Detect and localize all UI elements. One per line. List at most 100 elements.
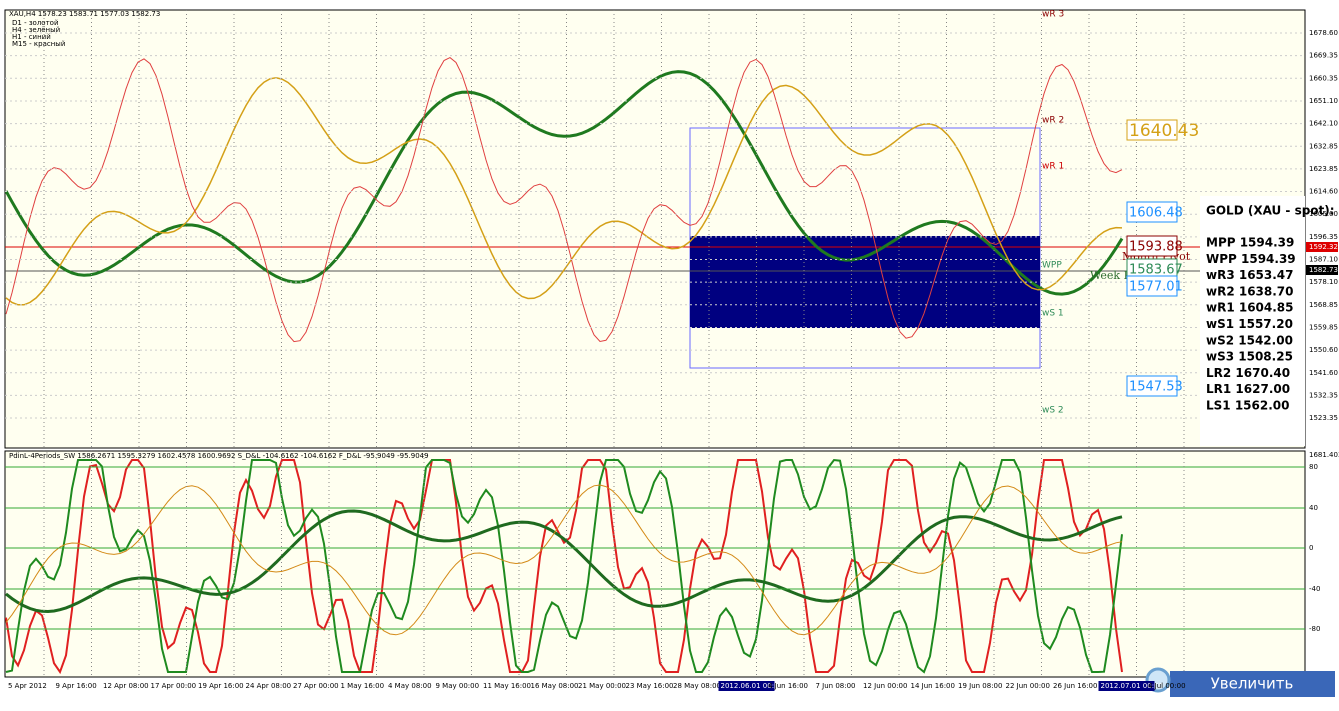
price-box (1126, 375, 1178, 397)
date-highlight (718, 681, 775, 691)
zoom-button[interactable] (1170, 671, 1335, 697)
price-marker-label: 1592.32 (1309, 243, 1338, 251)
legend-entry: M15 - красный (12, 40, 65, 48)
info-row: wS3 1508.25 (1206, 350, 1293, 364)
info-title: GOLD (XAU - spot): (1206, 204, 1335, 218)
pivot-label: wS 1 (1042, 309, 1064, 319)
price-marker (1306, 265, 1338, 275)
pivot-label: wR 2 (1042, 116, 1064, 126)
legend-entry: H1 - синий (12, 33, 51, 41)
price-tick: 1559.85 (1309, 323, 1338, 331)
price-box (1126, 201, 1178, 223)
price-box-label: 1577.01 (1129, 280, 1183, 295)
info-row: wR2 1638.70 (1206, 284, 1294, 298)
info-row: wR1 1604.85 (1206, 301, 1294, 315)
date-tick: 17 Apr 00:00 (151, 682, 197, 690)
date-tick: 28 May 08:00 (673, 682, 721, 690)
date-tick: 2012.06.01 00:00 (721, 682, 783, 690)
price-tick: 1578.10 (1309, 278, 1338, 286)
price-tick: 1568.85 (1309, 301, 1338, 309)
info-row: wS1 1557.20 (1206, 317, 1293, 331)
info-row: LR2 1670.40 (1206, 366, 1290, 380)
price-tick: 1614.60 (1309, 188, 1338, 196)
date-tick: 27 Apr 00:00 (293, 682, 339, 690)
price-tick: 1523.35 (1309, 414, 1338, 422)
price-tick: 1532.35 (1309, 391, 1338, 399)
info-row: wR3 1653.47 (1206, 268, 1294, 282)
indicator-panel (4, 450, 1306, 678)
price-tick: 1678.60 (1309, 29, 1338, 37)
price-line (4, 70, 1124, 296)
date-tick: 19 Jun 08:00 (958, 682, 1002, 690)
oscillator-line (5, 509, 1123, 614)
price-box (1126, 119, 1178, 141)
price-marker-label: 1582.73 (1309, 266, 1338, 274)
pivot-label: wR 3 (1042, 10, 1064, 20)
price-box-label: 1547.53 (1129, 380, 1183, 395)
date-highlight (1098, 681, 1155, 691)
pivot-label: WPP (1042, 261, 1062, 271)
info-row: wS2 1542.00 (1206, 333, 1293, 347)
price-tick: 1587.10 (1309, 256, 1338, 264)
price-marker (1306, 242, 1338, 252)
date-tick: 4 May 08:00 (388, 682, 432, 690)
indicator-tick: -40 (1309, 585, 1320, 593)
date-tick: 5 Apr 2012 (8, 682, 47, 690)
date-tick: 12 Apr 08:00 (103, 682, 149, 690)
price-box (1126, 275, 1178, 297)
indicator-tick: 0 (1309, 544, 1313, 552)
date-tick: 9 May 00:00 (436, 682, 480, 690)
date-tick: 19 Apr 16:00 (198, 682, 244, 690)
price-tick: 1623.85 (1309, 165, 1338, 173)
oscillator-line (5, 458, 1123, 674)
date-tick: 7 Jun 08:00 (816, 682, 856, 690)
info-box (1200, 196, 1305, 446)
date-tick: 22 Jun 00:00 (1006, 682, 1050, 690)
date-tick: 24 Apr 08:00 (246, 682, 292, 690)
oscillator-line (5, 459, 1123, 675)
price-tick: 1596.35 (1309, 233, 1338, 241)
date-tick: 14 Jun 16:00 (911, 682, 955, 690)
price-tick: 1632.85 (1309, 142, 1338, 150)
price-box (1126, 235, 1178, 257)
indicator-tick: 40 (1309, 504, 1318, 512)
indicator-header: PdinL-4Periods_SW 1586.2671 1595.3279 16… (9, 452, 429, 460)
price-box-label: 1593.88 (1129, 240, 1183, 255)
info-row: LS1 1562.00 (1206, 399, 1289, 413)
price-box-label: 1640.43 (1129, 121, 1199, 141)
legend-entry: H4 - зелёный (12, 26, 60, 34)
date-tick: 4 Jul 00:00 (1148, 682, 1186, 690)
pivot-label: wR 1 (1042, 162, 1064, 172)
price-tick: 1642.10 (1309, 120, 1338, 128)
date-tick: 23 May 16:00 (626, 682, 674, 690)
info-row: MPP 1594.39 (1206, 236, 1294, 250)
info-row: LR1 1627.00 (1206, 382, 1290, 396)
pivot-label: wS 2 (1042, 406, 1064, 416)
price-tick: 1541.60 (1309, 369, 1338, 377)
date-tick: 4 Jun 16:00 (768, 682, 808, 690)
price-tick: 1651.10 (1309, 97, 1338, 105)
price-box-label: 1583.67 (1129, 263, 1183, 278)
price-tick: 1669.35 (1309, 52, 1338, 60)
indicator-tick: 1681.403 (1309, 451, 1339, 459)
date-tick: 12 Jun 00:00 (863, 682, 907, 690)
date-tick: 2012.07.01 00:00 (1101, 682, 1163, 690)
price-tick: 1550.60 (1309, 346, 1338, 354)
date-tick: 1 May 16:00 (341, 682, 385, 690)
info-row: WPP 1594.39 (1206, 252, 1296, 266)
price-box-label: 1606.48 (1129, 206, 1183, 221)
indicator-tick: 80 (1309, 463, 1318, 471)
zoom-label[interactable]: Увеличить (1211, 675, 1294, 693)
price-line (5, 77, 1123, 306)
legend-entry: D1 - золотой (12, 19, 59, 27)
symbol: XAU,H4 1578.23 1583.71 1577.03 1582.73 (9, 10, 160, 18)
indicator-tick: -80 (1309, 625, 1320, 633)
date-tick: 11 May 16:00 (483, 682, 531, 690)
price-tick: 1660.35 (1309, 74, 1338, 82)
decorations (4, 10, 1305, 677)
oscillator-line (5, 484, 1123, 636)
date-tick: 26 Jun 16:00 (1053, 682, 1097, 690)
price-tick: 1605.60 (1309, 210, 1338, 218)
